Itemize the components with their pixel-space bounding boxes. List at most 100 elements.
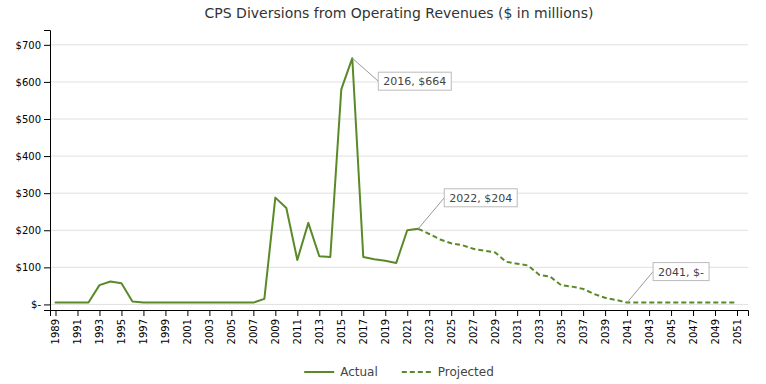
x-tick-mark [473, 310, 474, 316]
x-tick: 1999 [160, 310, 171, 344]
x-axis: 1989199119931995199719992001200320052007… [50, 310, 748, 344]
y-tick: $100 [16, 262, 50, 273]
x-tick-label: 2035 [556, 319, 567, 344]
x-tick-label: 2039 [600, 319, 611, 344]
x-tick-mark [561, 310, 562, 316]
x-tick-label: 2027 [468, 319, 479, 344]
y-tick-label: $500 [16, 114, 41, 125]
y-tick: $500 [16, 114, 50, 125]
y-tick: $200 [16, 225, 50, 236]
x-tick-label: 2037 [578, 319, 589, 344]
legend: ActualProjected [304, 365, 494, 379]
x-tick: 2051 [732, 310, 743, 344]
series-line [55, 58, 418, 302]
chart: $-$100$200$300$400$500$600$7001989199119… [0, 0, 766, 384]
y-tick-label: $200 [16, 225, 41, 236]
y-tick-mark [44, 267, 50, 268]
x-tick-label: 2031 [512, 319, 523, 344]
x-tick-label: 2017 [358, 319, 369, 344]
x-tick-label: 2033 [534, 319, 545, 344]
x-tick-mark [143, 310, 144, 316]
x-tick-label: 2015 [336, 319, 347, 344]
x-tick-mark [693, 310, 694, 316]
y-tick-label: $100 [16, 262, 41, 273]
y-tick-mark [44, 304, 50, 305]
x-tick: 2041 [622, 310, 633, 344]
y-tick: $600 [16, 77, 50, 88]
annotations: 2016, $664 2022, $204 2041, $- [352, 58, 709, 302]
plot: $-$100$200$300$400$500$600$7001989199119… [16, 31, 749, 345]
y-tick: $- [31, 299, 50, 310]
x-tick-label: 2003 [204, 319, 215, 344]
x-tick-mark [715, 310, 716, 316]
y-tick: $700 [16, 40, 50, 51]
x-tick-mark [429, 310, 430, 316]
series-group [55, 58, 737, 302]
x-tick-mark [187, 310, 188, 316]
x-tick: 2035 [556, 310, 567, 344]
annotation-connector [418, 198, 444, 229]
x-tick-mark [627, 310, 628, 316]
series-line [418, 229, 737, 303]
x-tick: 1997 [138, 310, 149, 344]
x-tick-mark [649, 310, 650, 316]
x-tick-mark [55, 310, 56, 316]
grid-line [50, 304, 748, 305]
grid [50, 45, 748, 305]
annotation: 2022, $204 [449, 192, 512, 205]
title: CPS Diversions from Operating Revenues (… [205, 5, 594, 21]
x-tick-label: 2021 [402, 319, 413, 344]
annotation-box [653, 263, 709, 281]
annotation: 2016, $664 [383, 75, 446, 88]
x-tick: 2025 [446, 310, 457, 344]
x-tick-label: 2023 [424, 319, 435, 344]
x-tick-label: 2047 [688, 319, 699, 344]
x-tick-label: 2025 [446, 319, 457, 344]
x-tick-mark [253, 310, 254, 316]
x-tick-label: 2019 [380, 319, 391, 344]
x-tick-mark [671, 310, 672, 316]
x-tick-label: 1997 [138, 319, 149, 344]
x-tick: 2011 [292, 310, 303, 344]
y-tick-label: $600 [16, 77, 41, 88]
x-tick-mark [605, 310, 606, 316]
legend-item: Projected [402, 365, 494, 379]
x-tick-mark [99, 310, 100, 316]
y-tick-mark [44, 193, 50, 194]
y-tick-mark [44, 119, 50, 120]
x-tick-mark [363, 310, 364, 316]
y-axis-line [44, 31, 51, 311]
y-tick: $400 [16, 151, 50, 162]
x-tick-label: 2045 [666, 319, 677, 344]
annotation: 2041, $- [658, 266, 704, 279]
legend-swatch [402, 371, 432, 373]
x-tick-mark [539, 310, 540, 316]
x-tick-mark [165, 310, 166, 316]
x-tick-label: 1993 [94, 319, 105, 344]
x-tick: 2001 [182, 310, 193, 344]
y-tick-label: $400 [16, 151, 41, 162]
x-tick-mark [737, 310, 738, 316]
y-axis: $- $100 $200 $300 $400 $500 $600 $700 [16, 31, 51, 311]
x-tick: 2033 [534, 310, 545, 344]
x-tick-mark [209, 310, 210, 316]
x-tick: 2009 [270, 310, 281, 344]
x-tick: 2045 [666, 310, 677, 344]
y-tick-mark [44, 156, 50, 157]
x-tick-label: 2029 [490, 319, 501, 344]
grid-line [50, 193, 748, 194]
x-tick: 2027 [468, 310, 479, 344]
x-tick-mark [121, 310, 122, 316]
x-tick: 2023 [424, 310, 435, 344]
x-tick-label: 2009 [270, 319, 281, 344]
x-tick-mark [231, 310, 232, 316]
y-tick: $300 [16, 188, 50, 199]
x-tick: 1989 [50, 310, 61, 344]
x-tick-label: 2007 [248, 319, 259, 344]
x-tick-mark [583, 310, 584, 316]
x-tick-label: 2051 [732, 319, 743, 344]
x-tick-mark [77, 310, 78, 316]
y-tick-mark [44, 230, 50, 231]
x-tick-label: 2013 [314, 319, 325, 344]
annotation-connector [352, 58, 378, 81]
